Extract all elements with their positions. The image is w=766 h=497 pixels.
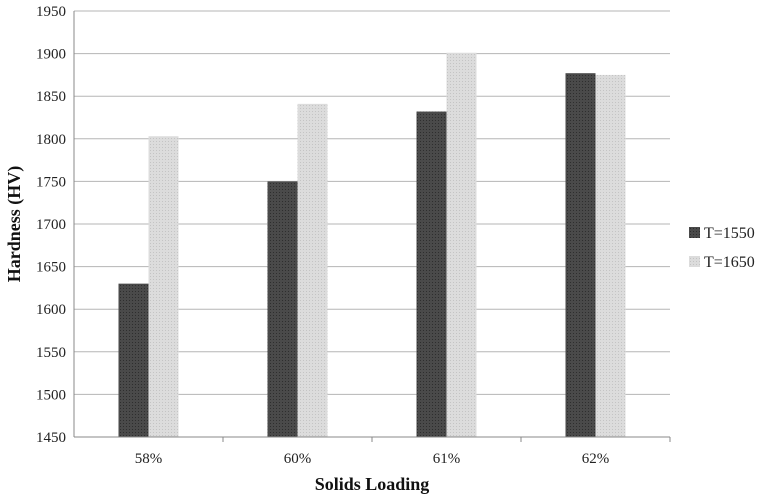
bar-t1550-0 bbox=[118, 283, 149, 437]
y-tick-label: 1750 bbox=[36, 174, 66, 190]
bar-t1650-2 bbox=[446, 52, 477, 438]
y-tick-label: 1550 bbox=[36, 345, 66, 361]
legend-swatch bbox=[689, 227, 700, 238]
x-tick-label: 60% bbox=[284, 451, 312, 467]
legend-label: T=1550 bbox=[704, 225, 755, 242]
x-tick-label: 62% bbox=[582, 451, 610, 467]
legend: T=1550 T=1650 bbox=[689, 225, 755, 271]
bars bbox=[118, 52, 626, 438]
bar-t1550-3 bbox=[565, 73, 596, 438]
x-tick-label: 61% bbox=[433, 451, 461, 467]
bar-t1550-1 bbox=[267, 181, 298, 437]
y-tick-label: 1650 bbox=[36, 260, 66, 276]
y-tick-label: 1600 bbox=[36, 302, 66, 318]
x-axis-ticks: 58% 60% 61% 62% bbox=[135, 437, 671, 467]
bar-t1650-0 bbox=[148, 136, 179, 437]
bar-t1550-2 bbox=[416, 111, 447, 437]
y-tick-label: 1500 bbox=[36, 387, 66, 403]
x-tick-label: 58% bbox=[135, 451, 163, 467]
y-tick-label: 1800 bbox=[36, 132, 66, 148]
y-tick-label: 1950 bbox=[36, 4, 66, 20]
y-axis-title: Hardness (HV) bbox=[4, 166, 25, 283]
legend-swatch bbox=[689, 256, 700, 267]
bar-t1650-1 bbox=[297, 103, 328, 438]
x-axis-title: Solids Loading bbox=[315, 474, 430, 494]
y-axis-ticks: 1450 1500 1550 1600 1650 1700 1750 1800 1850 1900… bbox=[36, 4, 66, 446]
y-tick-label: 1700 bbox=[36, 217, 66, 233]
y-tick-label: 1900 bbox=[36, 47, 66, 63]
bar-t1650-3 bbox=[595, 74, 626, 438]
y-tick-label: 1850 bbox=[36, 89, 66, 105]
legend-label: T=1650 bbox=[704, 254, 755, 271]
y-tick-label: 1450 bbox=[36, 430, 66, 446]
